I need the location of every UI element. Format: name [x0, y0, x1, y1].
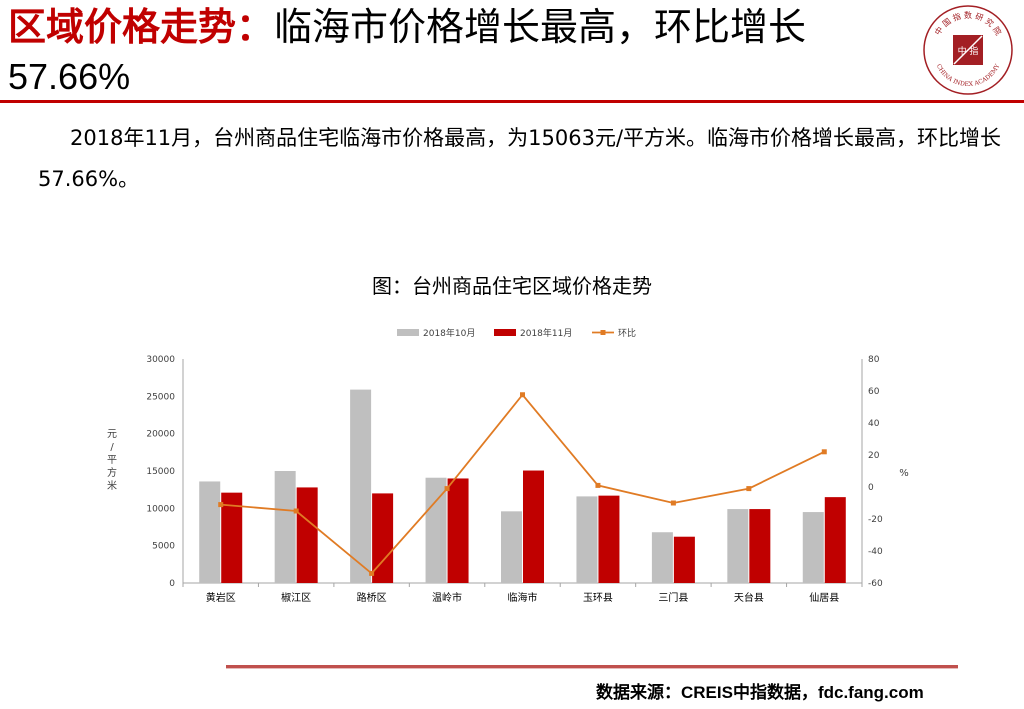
bar-oct: [274, 471, 296, 583]
mom-point: [595, 482, 601, 488]
chart-title: 图：台州商品住宅区域价格走势: [372, 274, 652, 298]
legend-label-oct: 2018年10月: [423, 327, 475, 339]
bar-nov: [749, 509, 771, 583]
y2-tick-label: 80: [868, 355, 880, 365]
bar-nov: [221, 492, 243, 583]
y-tick-label: 10000: [146, 504, 175, 514]
y-tick-label: 15000: [146, 467, 175, 477]
y2-tick-label: 60: [868, 387, 880, 397]
mom-point: [520, 392, 525, 398]
bar-nov: [824, 497, 846, 583]
y-tick-label: 20000: [146, 430, 175, 440]
mom-point: [670, 500, 676, 506]
footer-rule-shadow: [226, 668, 958, 669]
x-tick-label: 三门县: [658, 591, 688, 604]
bar-oct: [199, 481, 221, 583]
x-tick-label: 天台县: [734, 591, 764, 604]
page-title: 区域价格走势：临海市价格增长最高，环比增长: [8, 4, 908, 50]
x-tick-label: 椒江区: [281, 591, 311, 604]
legend-swatch-nov: [494, 329, 516, 336]
bar-nov: [523, 470, 544, 583]
bar-oct: [651, 532, 673, 583]
bar-nov: [598, 495, 620, 583]
y2-tick-label: -60: [868, 579, 883, 589]
x-tick-label: 玉环县: [583, 592, 613, 604]
bar-nov: [447, 478, 469, 583]
bar-nov: [296, 487, 318, 583]
mom-point: [821, 449, 827, 455]
bar-oct: [576, 496, 598, 583]
x-tick-label: 黄岩区: [206, 591, 236, 604]
x-tick-label: 路桥区: [357, 591, 387, 604]
x-tick-label: 温岭市: [432, 591, 462, 604]
x-tick-label: 仙居县: [809, 591, 839, 604]
bar-oct: [727, 509, 749, 583]
x-tick-label: 临海市: [508, 591, 538, 604]
bar-oct: [350, 389, 372, 583]
mom-point: [369, 570, 375, 576]
summary-text: 2018年11月，台州商品住宅临海市价格最高，为15063元/平方米。临海市价格…: [38, 126, 1002, 191]
mom-point: [293, 508, 299, 514]
y2-tick-label: 0: [868, 483, 874, 493]
y-tick-label: 30000: [146, 355, 175, 365]
data-source: 数据来源：CREIS中指数据，fdc.fang.com: [596, 683, 924, 702]
y-tick-label: 0: [169, 579, 175, 589]
mom-point: [746, 486, 752, 492]
footer-rule: [226, 665, 958, 668]
y-tick-label: 5000: [152, 542, 175, 552]
header-rule: [0, 100, 1024, 103]
title-line2: 57.66%: [8, 56, 131, 97]
bar-nov: [673, 536, 695, 583]
y2-tick-label: -40: [868, 547, 883, 557]
bar-nov: [372, 493, 394, 583]
title-rest: 临海市价格增长最高，环比增长: [274, 5, 807, 49]
y2-tick-label: 20: [868, 451, 880, 461]
y2-tick-label: 40: [868, 419, 880, 429]
y2-axis-label: %: [899, 468, 909, 479]
bar-oct: [802, 512, 824, 583]
y2-tick-label: -20: [868, 515, 883, 525]
title-emphasis: 区域价格走势：: [8, 5, 275, 49]
y-axis-label: 元/平方米: [107, 429, 117, 492]
bar-oct: [501, 511, 522, 583]
legend-marker-mom: [600, 330, 606, 335]
legend-swatch-oct: [397, 329, 419, 336]
bar-oct: [425, 477, 447, 583]
y-tick-label: 25000: [146, 392, 175, 402]
mom-point: [218, 502, 224, 508]
legend-label-nov: 2018年11月: [520, 327, 572, 339]
legend-label-mom: 环比: [618, 327, 636, 339]
china-index-academy-logo: 中 国 指 数 研 究 院 CHINA INDEX ACADEMY 中 指: [923, 5, 1013, 95]
logo-center-text: 中 指: [958, 45, 979, 57]
mom-point: [444, 486, 450, 492]
